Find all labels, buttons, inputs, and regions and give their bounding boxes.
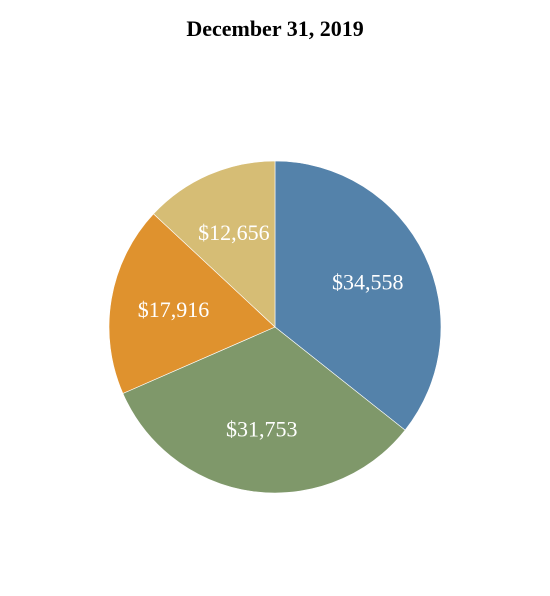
pie-slice-label-4: $12,656 [198,220,270,245]
pie-slice-3 [108,213,276,394]
pie-slice-label-3: $17,916 [138,297,210,322]
pie-slice-1 [274,160,442,431]
pie-slice-2 [122,326,406,494]
chart-title: December 31, 2019 [186,16,364,41]
pie-slice-4 [153,160,276,328]
pie-slices [108,160,442,494]
pie-slice-label-2: $31,753 [226,417,298,442]
pie-slice-label-1: $34,558 [332,270,404,295]
pie-labels: $34,558 $31,753 $17,916 $12,656 [138,220,404,442]
